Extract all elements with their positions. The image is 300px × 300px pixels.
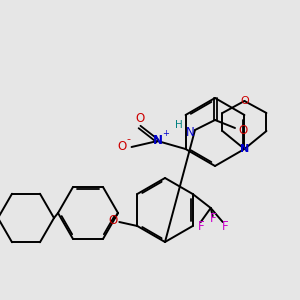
Text: N: N (186, 125, 194, 139)
Text: F: F (197, 220, 204, 232)
Text: N: N (240, 144, 249, 154)
Text: H: H (175, 120, 183, 130)
Text: O: O (240, 96, 249, 106)
Text: -: - (127, 134, 130, 144)
Text: O: O (109, 214, 118, 226)
Text: O: O (135, 112, 144, 124)
Text: +: + (162, 130, 169, 139)
Text: O: O (238, 124, 247, 136)
Text: N: N (153, 134, 163, 148)
Text: F: F (221, 220, 228, 232)
Text: F: F (209, 212, 216, 224)
Text: O: O (117, 140, 126, 154)
